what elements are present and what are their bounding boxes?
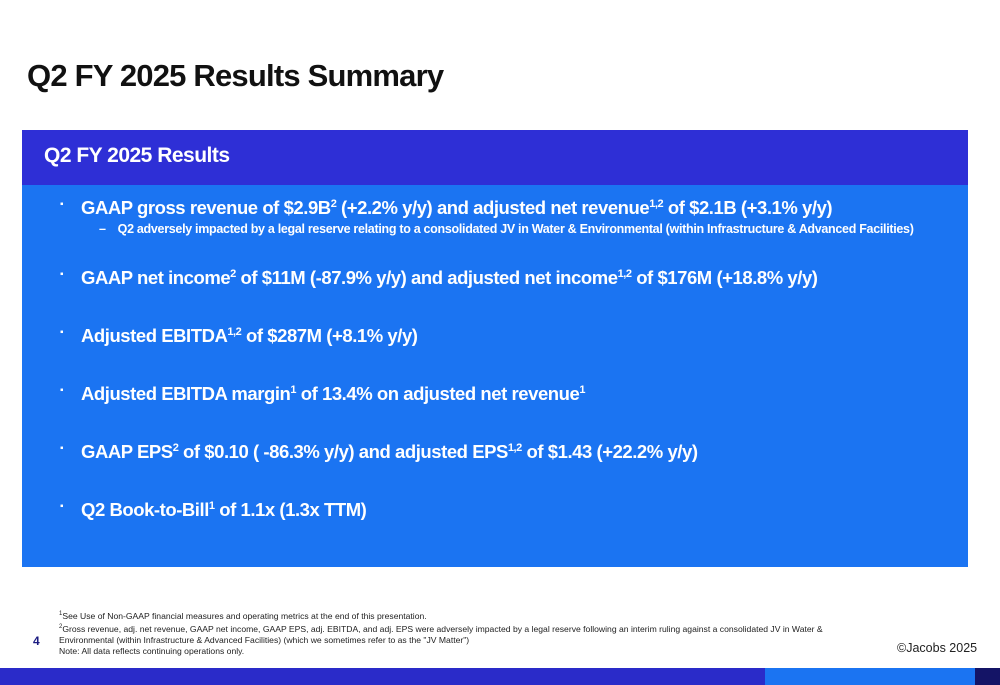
superscript: 1: [579, 383, 586, 396]
bullet: GAAP EPS2 of $0.10 ( -86.3% y/y) and adj…: [60, 441, 960, 499]
bullet-text: of $176M (+18.8% y/y): [631, 267, 818, 288]
footnote-mark: 1: [59, 611, 63, 617]
bullet-text: GAAP net income: [81, 267, 231, 288]
footnote-text: Gross revenue, adj. net revenue, GAAP ne…: [59, 623, 823, 645]
footnote-text: See Use of Non-GAAP financial measures a…: [62, 610, 427, 621]
sub-bullet: Q2 adversely impacted by a legal reserve…: [99, 222, 960, 236]
bullet-text: of $2.1B (+3.1% y/y): [663, 197, 833, 218]
bullet-list: GAAP gross revenue of $2.9B2 (+2.2% y/y)…: [60, 197, 960, 557]
copyright: ©Jacobs 2025: [897, 641, 978, 655]
superscript: 2: [172, 441, 179, 454]
bullet: Q2 Book-to-Bill1 of 1.1x (1.3x TTM): [60, 499, 960, 557]
superscript: 2: [330, 197, 337, 210]
bullet: Adjusted EBITDA1,2 of $287M (+8.1% y/y): [60, 325, 960, 383]
footnotes: 1See Use of Non-GAAP financial measures …: [59, 609, 839, 657]
bullet-text: of $0.10 ( -86.3% y/y) and adjusted EPS: [178, 441, 508, 462]
panel-header: Q2 FY 2025 Results: [22, 130, 968, 185]
footnote-text: Note: All data reflects continuing opera…: [59, 645, 245, 656]
bullet-text: of $1.43 (+22.2% y/y): [521, 441, 698, 462]
bullet-text: Adjusted EBITDA margin: [81, 383, 291, 404]
panel-title: Q2 FY 2025 Results: [44, 144, 230, 167]
superscript: 1,2: [649, 197, 664, 210]
footnote: 1See Use of Non-GAAP financial measures …: [59, 609, 839, 622]
superscript: 1,2: [507, 441, 522, 454]
bullet-text: Adjusted EBITDA: [81, 325, 228, 346]
bullet-text: (+2.2% y/y) and adjusted net revenue: [336, 197, 650, 218]
panel-body: GAAP gross revenue of $2.9B2 (+2.2% y/y)…: [22, 185, 968, 567]
superscript: 1,2: [227, 325, 242, 338]
slide-title: Q2 FY 2025 Results Summary: [27, 58, 444, 93]
bullet-text: GAAP EPS: [81, 441, 173, 462]
bullet: Adjusted EBITDA margin1 of 13.4% on adju…: [60, 383, 960, 441]
page-number: 4: [33, 634, 40, 648]
footer-bar: [0, 668, 765, 685]
footer-bar: [975, 668, 1000, 685]
bullet: GAAP gross revenue of $2.9B2 (+2.2% y/y)…: [60, 197, 960, 267]
bullet-text: GAAP gross revenue of $2.9B: [81, 197, 331, 218]
bullet-text: of 13.4% on adjusted net revenue: [296, 383, 580, 404]
bullet-text: of $11M (-87.9% y/y) and adjusted net in…: [235, 267, 618, 288]
footnote: 2Gross revenue, adj. net revenue, GAAP n…: [59, 622, 839, 646]
bullet-text: Q2 Book-to-Bill: [81, 499, 209, 520]
bullet: GAAP net income2 of $11M (-87.9% y/y) an…: [60, 267, 960, 325]
bullet-text: of 1.1x (1.3x TTM): [214, 499, 367, 520]
footnote: Note: All data reflects continuing opera…: [59, 646, 839, 657]
superscript: 2: [230, 267, 236, 280]
footer-bar: [765, 668, 975, 685]
superscript: 1: [208, 499, 215, 512]
footnote-mark: 2: [59, 623, 63, 630]
superscript: 1: [290, 383, 297, 396]
superscript: 1,2: [617, 267, 632, 280]
bullet-text: of $287M (+8.1% y/y): [241, 325, 418, 346]
